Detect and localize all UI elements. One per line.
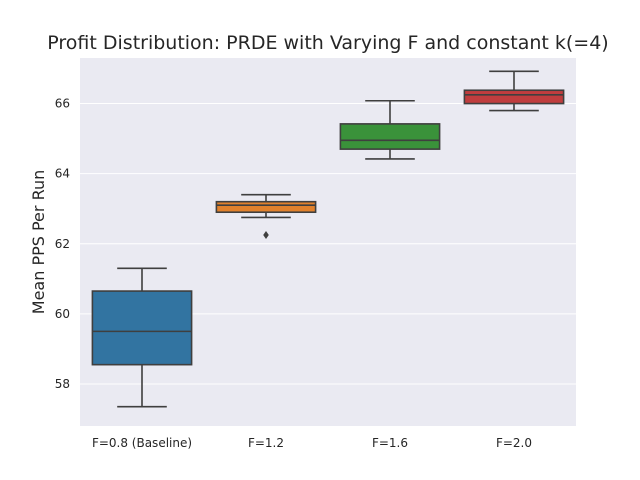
box-iqr (339, 123, 441, 150)
box-iqr (463, 89, 565, 105)
y-tick-label: 66 (55, 97, 70, 111)
x-tick-labels: F=0.8 (Baseline) F=1.2 F=1.6 F=2.0 (92, 436, 532, 450)
box-group (463, 70, 565, 112)
x-tick-label: F=0.8 (Baseline) (92, 436, 192, 450)
y-tick-label: 62 (55, 237, 70, 251)
box-group (91, 267, 193, 408)
box-iqr (91, 290, 193, 366)
x-tick-label: F=1.2 (248, 436, 284, 450)
x-tick-label: F=1.6 (372, 436, 408, 450)
box-iqr (215, 200, 317, 214)
y-tick-label: 64 (55, 167, 70, 181)
plot-area (80, 58, 576, 426)
box-group (339, 99, 441, 160)
boxes (91, 70, 565, 408)
x-tick-label: F=2.0 (496, 436, 532, 450)
y-tick-label: 60 (55, 307, 70, 321)
y-tick-label: 58 (55, 377, 70, 391)
outlier-point (263, 230, 269, 239)
y-tick-labels: 58 60 62 64 66 (55, 97, 70, 391)
box-group (215, 193, 317, 239)
y-axis-label: Mean PPS Per Run (29, 170, 48, 314)
chart-title: Profit Distribution: PRDE with Varying F… (47, 32, 608, 54)
